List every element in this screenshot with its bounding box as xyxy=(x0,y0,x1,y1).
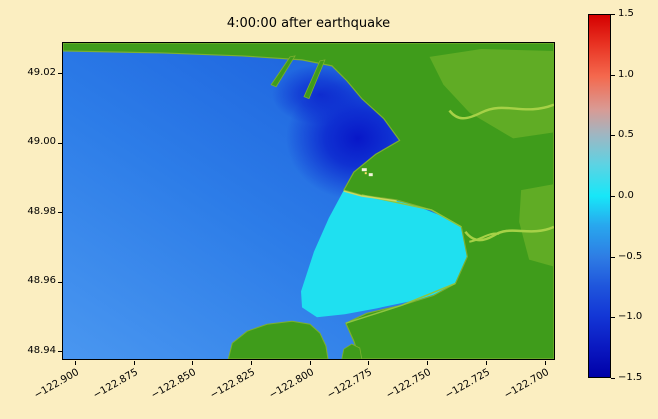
shoreline-accent-bay-south xyxy=(345,282,456,324)
x-tick-mark xyxy=(368,361,369,365)
south-point-region xyxy=(227,320,329,359)
marina-dock xyxy=(368,173,373,177)
marina-buoy xyxy=(364,172,367,175)
y-tick-mark xyxy=(58,143,62,144)
x-tick-mark xyxy=(75,361,76,365)
colorbar-tick-mark xyxy=(611,14,615,15)
y-tick-mark xyxy=(58,351,62,352)
colorbar-tick-mark xyxy=(611,317,615,318)
y-tick-label: 48.94 xyxy=(27,345,56,356)
x-tick-mark xyxy=(134,361,135,365)
bay-region xyxy=(301,190,472,318)
y-tick-label: 49.02 xyxy=(27,67,56,78)
x-tick-mark xyxy=(192,361,193,365)
x-tick-mark xyxy=(310,361,311,365)
jetty-west xyxy=(270,55,296,88)
colorbar-tick-label: −0.5 xyxy=(618,251,643,262)
y-tick-mark xyxy=(58,73,62,74)
light-terrain-patch-e xyxy=(519,184,554,267)
colorbar-tick-mark xyxy=(611,378,615,379)
y-tick-mark xyxy=(58,212,62,213)
y-tick-label: 48.98 xyxy=(27,206,56,217)
light-terrain-patch-ne xyxy=(429,48,554,139)
colorbar-tick-mark xyxy=(611,135,615,136)
colorbar-tick-label: 0.5 xyxy=(618,129,634,140)
map-plot xyxy=(63,43,554,359)
y-tick-label: 48.96 xyxy=(27,275,56,286)
colorbar xyxy=(588,14,611,378)
plot-area xyxy=(62,42,555,360)
colorbar-tick-label: 1.0 xyxy=(618,69,634,80)
y-tick-label: 49.00 xyxy=(27,136,56,147)
page-title: 4:00:00 after earthquake xyxy=(226,16,391,31)
y-tick-mark xyxy=(58,282,62,283)
marina-dock xyxy=(361,168,367,172)
jetty-ferry xyxy=(303,59,326,100)
colorbar-tick-label: −1.0 xyxy=(618,311,643,322)
x-tick-mark xyxy=(486,361,487,365)
river-channel-north xyxy=(448,103,554,120)
x-tick-mark xyxy=(545,361,546,365)
islet-region xyxy=(341,343,363,359)
x-tick-mark xyxy=(251,361,252,365)
x-tick-mark xyxy=(427,361,428,365)
colorbar-tick-label: −1.5 xyxy=(618,372,643,383)
shoreline-accent-peninsula xyxy=(343,190,397,202)
colorbar-tick-label: 1.5 xyxy=(618,8,634,19)
river-channel-south xyxy=(464,225,554,242)
drawdown-region-secondary xyxy=(272,64,368,125)
colorbar-tick-mark xyxy=(611,75,615,76)
land-region xyxy=(63,43,554,359)
river-channel-bay xyxy=(469,232,500,243)
colorbar-tick-label: 0.0 xyxy=(618,190,634,201)
colorbar-tick-mark xyxy=(611,257,615,258)
colorbar-tick-mark xyxy=(611,196,615,197)
